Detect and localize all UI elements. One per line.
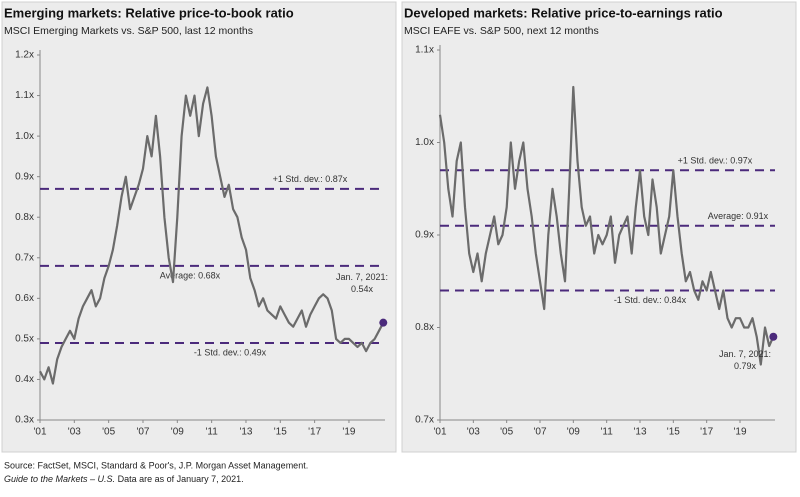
panel bbox=[1, 1, 397, 453]
y-tick-label: 1.2x bbox=[15, 50, 34, 61]
note-text: Data are as of January 7, 2021. bbox=[118, 474, 244, 484]
annotation: 0.79x bbox=[734, 361, 757, 371]
y-tick-label: 0.5x bbox=[15, 334, 34, 345]
x-tick-label: '09 bbox=[567, 427, 580, 438]
reference-label: -1 Std. dev.: 0.84x bbox=[614, 295, 687, 305]
x-tick-label: '05 bbox=[500, 427, 513, 438]
y-tick-label: 1.1x bbox=[15, 90, 34, 101]
y-tick-label: 1.0x bbox=[15, 131, 34, 142]
y-tick-label: 0.7x bbox=[415, 415, 434, 426]
reference-label: +1 Std. dev.: 0.87x bbox=[273, 174, 348, 184]
source: Source: FactSet, MSCI, Standard & Poor's… bbox=[4, 460, 308, 470]
reference-label: +1 Std. dev.: 0.97x bbox=[678, 156, 753, 166]
x-tick-label: '15 bbox=[274, 427, 287, 438]
y-tick-label: 0.8x bbox=[15, 212, 34, 223]
guide: Guide to the Markets – U.S. bbox=[4, 474, 115, 484]
annotation: Jan. 7, 2021: bbox=[719, 349, 771, 359]
x-tick-label: '19 bbox=[733, 427, 746, 438]
y-tick-label: 0.7x bbox=[15, 252, 34, 263]
annotation: 0.54x bbox=[351, 284, 374, 294]
x-tick-label: '15 bbox=[667, 427, 680, 438]
x-tick-label: '17 bbox=[700, 427, 713, 438]
y-tick-label: 0.4x bbox=[15, 374, 34, 385]
y-tick-label: 0.6x bbox=[15, 293, 34, 304]
x-tick-label: '03 bbox=[467, 427, 480, 438]
x-tick-label: '19 bbox=[342, 427, 355, 438]
end-point bbox=[769, 332, 778, 341]
y-tick-label: 0.3x bbox=[15, 415, 34, 426]
x-tick-label: '01 bbox=[433, 427, 446, 438]
x-tick-label: '05 bbox=[102, 427, 115, 438]
x-tick-label: '17 bbox=[308, 427, 321, 438]
reference-label: -1 Std. dev.: 0.49x bbox=[194, 347, 267, 357]
chart-title: Emerging markets: Relative price-to-book… bbox=[4, 5, 294, 20]
chart-title: Developed markets: Relative price-to-ear… bbox=[404, 5, 723, 20]
y-tick-label: 0.9x bbox=[15, 171, 34, 182]
y-tick-label: 1.1x bbox=[415, 45, 434, 56]
reference-label: Average: 0.91x bbox=[708, 211, 769, 221]
panel bbox=[401, 1, 797, 453]
chart-subtitle: MSCI Emerging Markets vs. S&P 500, last … bbox=[4, 25, 253, 37]
chart-subtitle: MSCI EAFE vs. S&P 500, next 12 months bbox=[404, 25, 599, 37]
note: Guide to the Markets – U.S. Data are as … bbox=[4, 474, 244, 484]
x-tick-label: '11 bbox=[205, 427, 218, 438]
x-tick-label: '01 bbox=[33, 427, 46, 438]
y-tick-label: 0.8x bbox=[415, 322, 434, 333]
data-line bbox=[39, 86, 385, 385]
end-point bbox=[379, 318, 388, 327]
x-tick-label: '07 bbox=[136, 427, 149, 438]
x-tick-label: '07 bbox=[533, 427, 546, 438]
x-tick-label: '11 bbox=[601, 427, 614, 438]
data-line bbox=[438, 85, 775, 366]
x-tick-label: '13 bbox=[633, 427, 646, 438]
x-tick-label: '13 bbox=[239, 427, 252, 438]
x-tick-label: '09 bbox=[171, 427, 184, 438]
y-tick-label: 0.9x bbox=[415, 230, 434, 241]
reference-label: Average: 0.68x bbox=[160, 270, 221, 280]
x-tick-label: '03 bbox=[68, 427, 81, 438]
annotation: Jan. 7, 2021: bbox=[336, 272, 388, 282]
y-tick-label: 1.0x bbox=[415, 137, 434, 148]
